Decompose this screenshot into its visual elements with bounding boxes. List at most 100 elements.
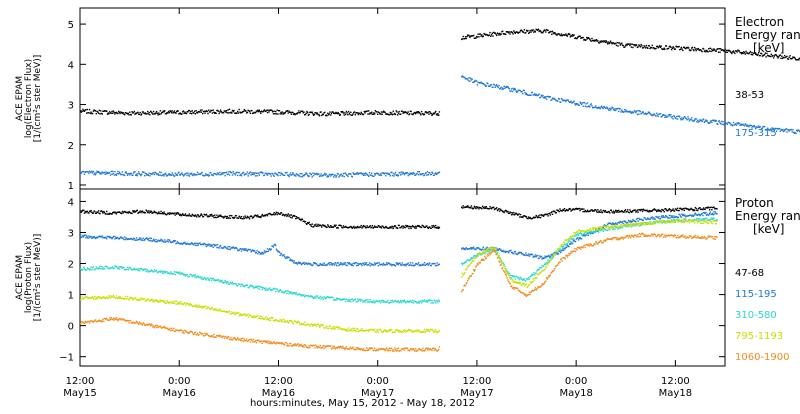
data-point — [195, 277, 196, 278]
data-point — [104, 172, 105, 173]
data-point — [286, 172, 287, 173]
data-point — [87, 298, 88, 299]
data-point — [296, 216, 297, 217]
data-point — [272, 173, 273, 174]
data-point — [257, 287, 258, 288]
data-point — [571, 36, 572, 37]
data-point — [253, 317, 254, 318]
data-point — [687, 116, 688, 117]
data-point — [660, 113, 661, 114]
data-point — [575, 241, 576, 242]
data-point — [560, 35, 561, 36]
data-point — [547, 214, 548, 215]
data-point — [218, 113, 219, 114]
data-point — [121, 266, 122, 267]
data-point — [409, 174, 410, 175]
data-point — [342, 175, 343, 176]
data-point — [93, 212, 94, 213]
data-point — [149, 114, 150, 115]
data-point — [278, 291, 279, 292]
data-point — [750, 51, 751, 52]
data-point — [335, 328, 336, 329]
data-point — [266, 251, 267, 252]
data-point — [316, 326, 317, 327]
data-point — [252, 285, 253, 286]
data-point — [674, 210, 675, 211]
data-point — [348, 327, 349, 328]
data-point — [255, 175, 256, 176]
data-point — [88, 212, 89, 213]
data-point — [734, 53, 735, 54]
data-point — [732, 125, 733, 126]
data-point — [491, 84, 492, 85]
data-point — [245, 215, 246, 216]
data-point — [229, 109, 230, 110]
data-point — [538, 29, 539, 30]
data-point — [416, 173, 417, 174]
data-point — [395, 172, 396, 173]
data-point — [167, 112, 168, 113]
data-point — [384, 173, 385, 174]
data-point — [393, 301, 394, 302]
data-point — [209, 216, 210, 217]
data-point — [352, 113, 353, 114]
data-point — [606, 42, 607, 43]
y-tick-label: 3 — [68, 101, 74, 112]
data-point — [508, 252, 509, 253]
data-point — [672, 217, 673, 218]
data-point — [288, 291, 289, 292]
legend-title: Electron — [735, 15, 784, 29]
data-point — [189, 305, 190, 306]
data-point — [93, 266, 94, 267]
data-point — [320, 173, 321, 174]
data-point — [623, 45, 624, 46]
data-point — [511, 88, 512, 89]
data-point — [195, 305, 196, 306]
data-point — [87, 171, 88, 172]
data-point — [114, 236, 115, 237]
data-point — [152, 301, 153, 302]
data-point — [92, 172, 93, 173]
data-point — [702, 215, 703, 216]
data-point — [565, 244, 566, 245]
data-point — [413, 226, 414, 227]
data-point — [795, 58, 796, 59]
data-point — [568, 99, 569, 100]
data-point — [658, 216, 659, 217]
data-point — [322, 297, 323, 298]
data-point — [175, 301, 176, 302]
data-point — [95, 268, 96, 269]
data-point — [259, 252, 260, 253]
data-point — [368, 176, 369, 177]
data-point — [134, 171, 135, 172]
data-point — [696, 208, 697, 209]
data-point — [725, 52, 726, 53]
data-point — [509, 275, 510, 276]
data-point — [240, 248, 241, 249]
data-point — [368, 110, 369, 111]
data-point — [87, 109, 88, 110]
data-point — [672, 118, 673, 119]
data-point — [133, 112, 134, 113]
data-point — [287, 320, 288, 321]
data-point — [245, 250, 246, 251]
data-point — [607, 230, 608, 231]
data-point — [293, 173, 294, 174]
data-point — [617, 45, 618, 46]
data-point — [499, 248, 500, 249]
data-point — [410, 111, 411, 112]
data-point — [234, 312, 235, 313]
data-point — [473, 35, 474, 36]
data-point — [414, 227, 415, 228]
data-point — [124, 175, 125, 176]
data-point — [82, 235, 83, 236]
data-point — [197, 172, 198, 173]
data-point — [544, 96, 545, 97]
data-point — [373, 300, 374, 301]
data-point — [169, 214, 170, 215]
data-point — [202, 113, 203, 114]
data-point — [91, 171, 92, 172]
data-point — [400, 174, 401, 175]
data-point — [201, 215, 202, 216]
data-point — [717, 48, 718, 49]
